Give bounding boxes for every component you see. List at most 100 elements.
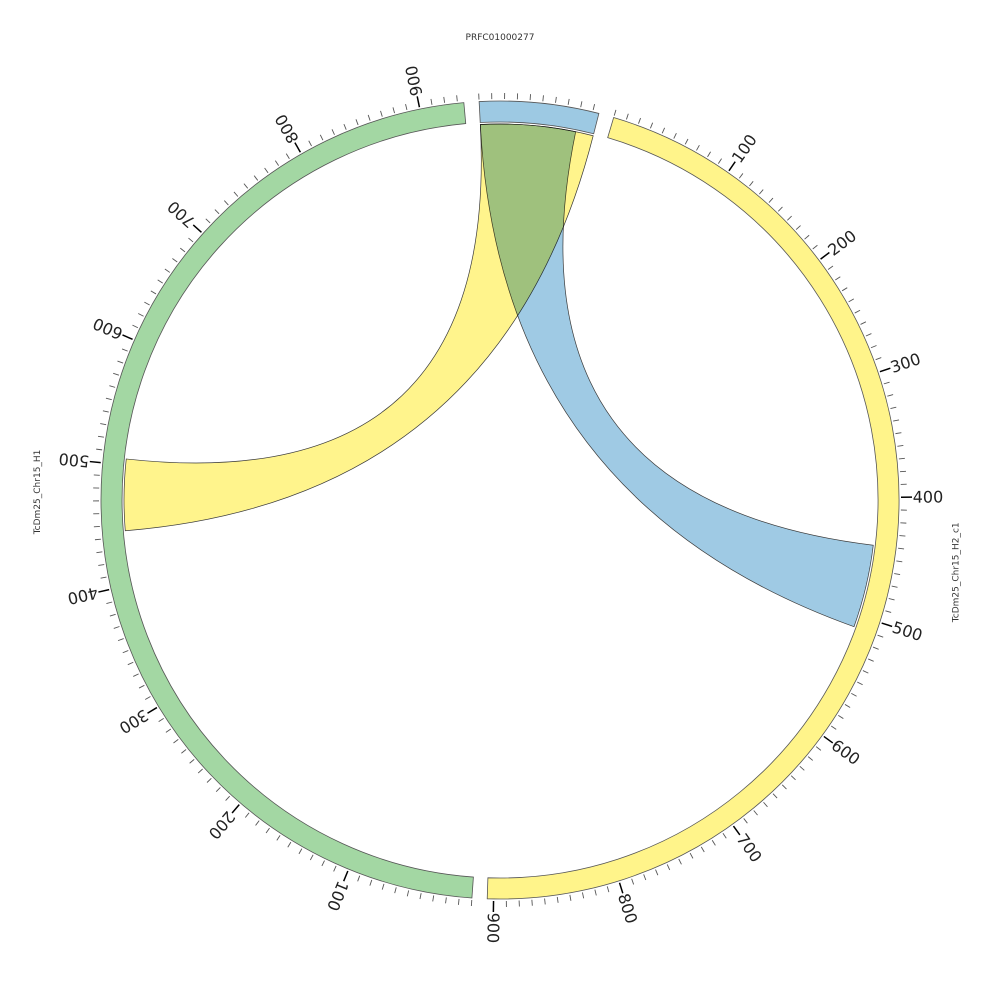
minor-tick-TcDm25_Chr15_H1-660 <box>164 268 171 273</box>
major-tick-TcDm25_Chr15_H2_c1-700 <box>732 825 741 836</box>
minor-tick-TcDm25_Chr15_H1-870 <box>380 110 383 117</box>
minor-tick-TcDm25_Chr15_H1-60 <box>394 887 397 894</box>
minor-tick-TcDm25_Chr15_H2_c1-680 <box>753 810 758 816</box>
minor-tick-TcDm25_Chr15_H2_c1-690 <box>743 818 748 824</box>
minor-tick-TcDm25_Chr15_H2_c1-710 <box>722 833 727 839</box>
minor-tick-TcDm25_Chr15_H2_c1-50 <box>673 133 677 139</box>
minor-tick-PRFC01000277-50 <box>542 95 544 102</box>
minor-tick-TcDm25_Chr15_H2_c1-550 <box>857 681 863 686</box>
minor-tick-TcDm25_Chr15_H1-270 <box>173 739 179 744</box>
minor-tick-TcDm25_Chr15_H2_c1-70 <box>696 144 700 151</box>
minor-tick-TcDm25_Chr15_H2_c1-0 <box>613 109 617 116</box>
minor-tick-TcDm25_Chr15_H2_c1-510 <box>877 634 884 638</box>
minor-tick-TcDm25_Chr15_H2_c1-820 <box>594 889 597 896</box>
minor-tick-TcDm25_Chr15_H2_c1-610 <box>815 746 822 751</box>
minor-tick-TcDm25_Chr15_H2_c1-430 <box>899 535 906 537</box>
minor-tick-TcDm25_Chr15_H1-440 <box>94 538 101 541</box>
minor-tick-TcDm25_Chr15_H1-10 <box>457 898 460 905</box>
minor-tick-TcDm25_Chr15_H1-260 <box>181 749 187 754</box>
minor-tick-TcDm25_Chr15_H1-70 <box>381 883 385 890</box>
minor-tick-TcDm25_Chr15_H1-850 <box>355 119 359 126</box>
minor-tick-TcDm25_Chr15_H1-670 <box>172 258 178 263</box>
major-tick-TcDm25_Chr15_H1-600 <box>122 334 133 341</box>
major-tick-TcDm25_Chr15_H1-100 <box>342 870 349 882</box>
minor-tick-TcDm25_Chr15_H2_c1-620 <box>807 756 814 761</box>
major-tick-TcDm25_Chr15_H2_c1-100 <box>728 161 736 172</box>
tick-label-TcDm25_Chr15_H2_c1-900: 900 <box>483 913 502 944</box>
minor-tick-TcDm25_Chr15_H2_c1-780 <box>643 874 647 881</box>
minor-tick-PRFC01000277-90 <box>592 104 596 111</box>
minor-tick-TcDm25_Chr15_H2_c1-350 <box>895 432 902 435</box>
minor-tick-TcDm25_Chr15_H2_c1-210 <box>827 265 834 270</box>
minor-tick-TcDm25_Chr15_H1-350 <box>122 650 129 654</box>
minor-tick-PRFC01000277-60 <box>555 96 557 103</box>
minor-tick-TcDm25_Chr15_H1-180 <box>255 820 260 826</box>
minor-tick-TcDm25_Chr15_H2_c1-640 <box>790 775 796 781</box>
minor-tick-TcDm25_Chr15_H1-780 <box>274 160 279 166</box>
tick-label-TcDm25_Chr15_H2_c1-400: 400 <box>913 487 944 506</box>
minor-tick-TcDm25_Chr15_H2_c1-320 <box>887 394 894 397</box>
minor-tick-TcDm25_Chr15_H2_c1-660 <box>772 793 778 799</box>
minor-tick-TcDm25_Chr15_H2_c1-120 <box>749 181 754 187</box>
minor-tick-TcDm25_Chr15_H1-170 <box>265 827 270 834</box>
minor-tick-TcDm25_Chr15_H2_c1-60 <box>684 138 689 145</box>
segment-TcDm25_Chr15_H1 <box>100 102 474 899</box>
minor-tick-TcDm25_Chr15_H1-380 <box>109 613 116 617</box>
sequence-label-PRFC01000277: PRFC01000277 <box>466 33 535 43</box>
minor-tick-TcDm25_Chr15_H1-150 <box>287 841 292 848</box>
minor-tick-TcDm25_Chr15_H2_c1-520 <box>872 646 879 650</box>
minor-tick-TcDm25_Chr15_H2_c1-160 <box>787 215 792 221</box>
minor-tick-TcDm25_Chr15_H2_c1-140 <box>768 197 774 203</box>
minor-tick-TcDm25_Chr15_H1-690 <box>188 237 194 243</box>
minor-tick-TcDm25_Chr15_H1-590 <box>121 348 128 352</box>
major-tick-TcDm25_Chr15_H1-200 <box>231 804 240 814</box>
minor-tick-TcDm25_Chr15_H1-50 <box>406 890 410 897</box>
minor-tick-TcDm25_Chr15_H1-680 <box>180 247 186 253</box>
minor-tick-TcDm25_Chr15_H2_c1-450 <box>896 560 903 563</box>
minor-tick-TcDm25_Chr15_H1-120 <box>321 860 325 867</box>
minor-tick-TcDm25_Chr15_H2_c1-750 <box>678 858 682 865</box>
tick-label-TcDm25_Chr15_H2_c1-100: 100 <box>728 131 761 167</box>
minor-tick-TcDm25_Chr15_H1-840 <box>343 123 347 130</box>
tick-label-TcDm25_Chr15_H1-900: 900 <box>402 64 427 98</box>
minor-tick-TcDm25_Chr15_H1-410 <box>100 576 107 579</box>
minor-tick-TcDm25_Chr15_H2_c1-150 <box>777 206 783 212</box>
minor-tick-TcDm25_Chr15_H1-750 <box>243 183 249 189</box>
minor-tick-TcDm25_Chr15_H2_c1-260 <box>860 321 867 325</box>
minor-tick-TcDm25_Chr15_H2_c1-490 <box>885 610 892 613</box>
minor-tick-TcDm25_Chr15_H1-90 <box>357 875 361 882</box>
tick-label-TcDm25_Chr15_H2_c1-600: 600 <box>828 736 864 769</box>
tick-label-TcDm25_Chr15_H1-300: 300 <box>116 706 152 738</box>
minor-tick-TcDm25_Chr15_H2_c1-650 <box>781 784 787 790</box>
minor-tick-TcDm25_Chr15_H2_c1-290 <box>875 357 882 361</box>
minor-tick-TcDm25_Chr15_H1-610 <box>132 324 139 329</box>
minor-tick-TcDm25_Chr15_H2_c1-280 <box>870 345 877 349</box>
minor-tick-TcDm25_Chr15_H2_c1-860 <box>544 898 546 905</box>
minor-tick-TcDm25_Chr15_H1-20 <box>445 897 447 904</box>
minor-tick-TcDm25_Chr15_H1-860 <box>367 114 371 121</box>
minor-tick-TcDm25_Chr15_H1-250 <box>189 759 195 764</box>
minor-tick-TcDm25_Chr15_H2_c1-460 <box>894 573 901 576</box>
minor-tick-TcDm25_Chr15_H1-560 <box>109 385 116 388</box>
minor-tick-TcDm25_Chr15_H2_c1-170 <box>795 225 801 230</box>
minor-tick-TcDm25_Chr15_H1-790 <box>285 153 290 159</box>
ticks-layer <box>89 93 912 912</box>
minor-tick-TcDm25_Chr15_H1-530 <box>100 423 107 426</box>
minor-tick-TcDm25_Chr15_H2_c1-840 <box>569 894 572 901</box>
major-tick-TcDm25_Chr15_H2_c1-800 <box>618 882 624 894</box>
minor-tick-TcDm25_Chr15_H1-720 <box>214 209 220 215</box>
tick-label-TcDm25_Chr15_H2_c1-700: 700 <box>733 830 766 866</box>
minor-tick-TcDm25_Chr15_H2_c1-730 <box>700 846 705 853</box>
minor-tick-TcDm25_Chr15_H1-510 <box>96 448 103 451</box>
major-tick-TcDm25_Chr15_H1-300 <box>147 706 158 714</box>
tick-label-TcDm25_Chr15_H1-200: 200 <box>205 807 239 843</box>
minor-tick-TcDm25_Chr15_H1-420 <box>98 564 105 566</box>
major-tick-TcDm25_Chr15_H2_c1-200 <box>820 251 830 260</box>
minor-tick-TcDm25_Chr15_H2_c1-230 <box>841 287 848 292</box>
minor-tick-TcDm25_Chr15_H1-760 <box>253 175 259 181</box>
minor-tick-TcDm25_Chr15_H2_c1-720 <box>711 840 716 846</box>
major-tick-TcDm25_Chr15_H2_c1-300 <box>879 367 891 373</box>
minor-tick-TcDm25_Chr15_H1-540 <box>102 410 109 413</box>
minor-tick-TcDm25_Chr15_H1-390 <box>106 601 113 604</box>
